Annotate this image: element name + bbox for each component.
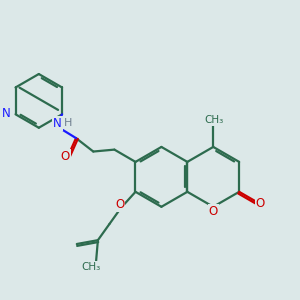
Text: N: N [2,107,11,120]
Text: O: O [115,198,124,211]
Text: O: O [208,205,218,218]
Text: CH₃: CH₃ [204,116,224,125]
Text: O: O [256,196,265,210]
Text: CH₃: CH₃ [82,262,101,272]
Text: H: H [64,118,73,128]
Text: O: O [61,150,70,163]
Text: N: N [53,117,62,130]
